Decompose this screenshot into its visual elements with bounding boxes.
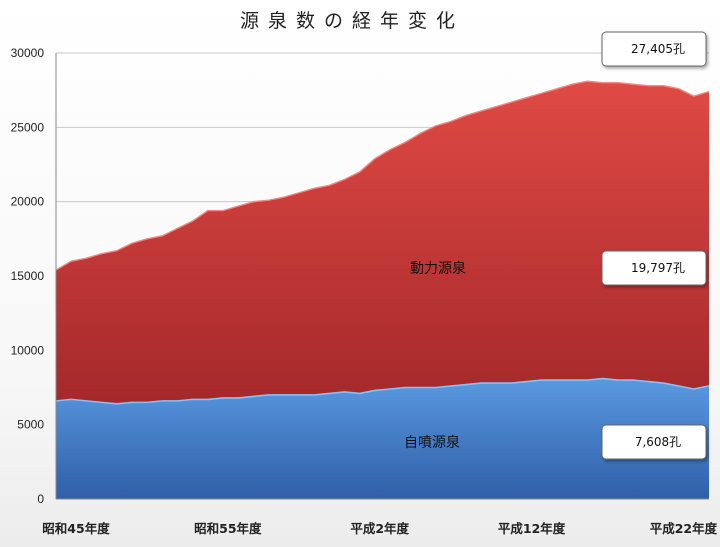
x-axis-ticks: 昭和45年度 昭和55年度 平成2年度 平成12年度 平成22年度 bbox=[42, 521, 717, 536]
callout-value: 27,405孔 bbox=[631, 42, 685, 56]
axes bbox=[55, 53, 709, 500]
area-series-power-source bbox=[56, 81, 709, 404]
x-tick-label: 昭和45年度 bbox=[42, 521, 110, 536]
plot-areas bbox=[55, 80, 710, 499]
y-tick-label: 0 bbox=[37, 492, 44, 506]
area-series-natural-source bbox=[56, 378, 709, 499]
y-tick-label: 25000 bbox=[11, 120, 45, 134]
area-label-natural-source: 自噴源泉 bbox=[404, 434, 460, 451]
y-tick-label: 10000 bbox=[11, 343, 45, 357]
x-tick-label: 平成2年度 bbox=[350, 521, 409, 536]
y-tick-label: 5000 bbox=[17, 418, 44, 432]
x-tick-label: 平成22年度 bbox=[650, 521, 718, 536]
callout-box bbox=[601, 31, 707, 67]
callout-0: 27,405孔 bbox=[601, 31, 707, 67]
callout-value: 19,797孔 bbox=[631, 261, 685, 275]
callout-box bbox=[601, 424, 707, 460]
callout-value: 7,608孔 bbox=[635, 435, 681, 449]
value-callouts: 27,405孔 19,797孔 7,608孔 bbox=[601, 31, 707, 460]
callout-2: 7,608孔 bbox=[601, 424, 707, 460]
chart-title: 源泉数の経年変化 bbox=[240, 10, 464, 32]
callout-box bbox=[601, 250, 707, 286]
y-tick-label: 20000 bbox=[11, 195, 45, 209]
callout-1: 19,797孔 bbox=[601, 250, 707, 286]
area-label-power-source: 動力源泉 bbox=[410, 260, 466, 277]
area-edge-total bbox=[55, 80, 710, 271]
area-edge-natural-source bbox=[55, 377, 710, 405]
x-tick-label: 平成12年度 bbox=[498, 521, 566, 536]
y-tick-label: 15000 bbox=[11, 269, 45, 283]
y-axis-ticks: 0 5000 10000 15000 20000 25000 30000 bbox=[11, 46, 45, 506]
y-tick-label: 30000 bbox=[11, 46, 45, 60]
x-tick-label: 昭和55年度 bbox=[194, 521, 262, 536]
